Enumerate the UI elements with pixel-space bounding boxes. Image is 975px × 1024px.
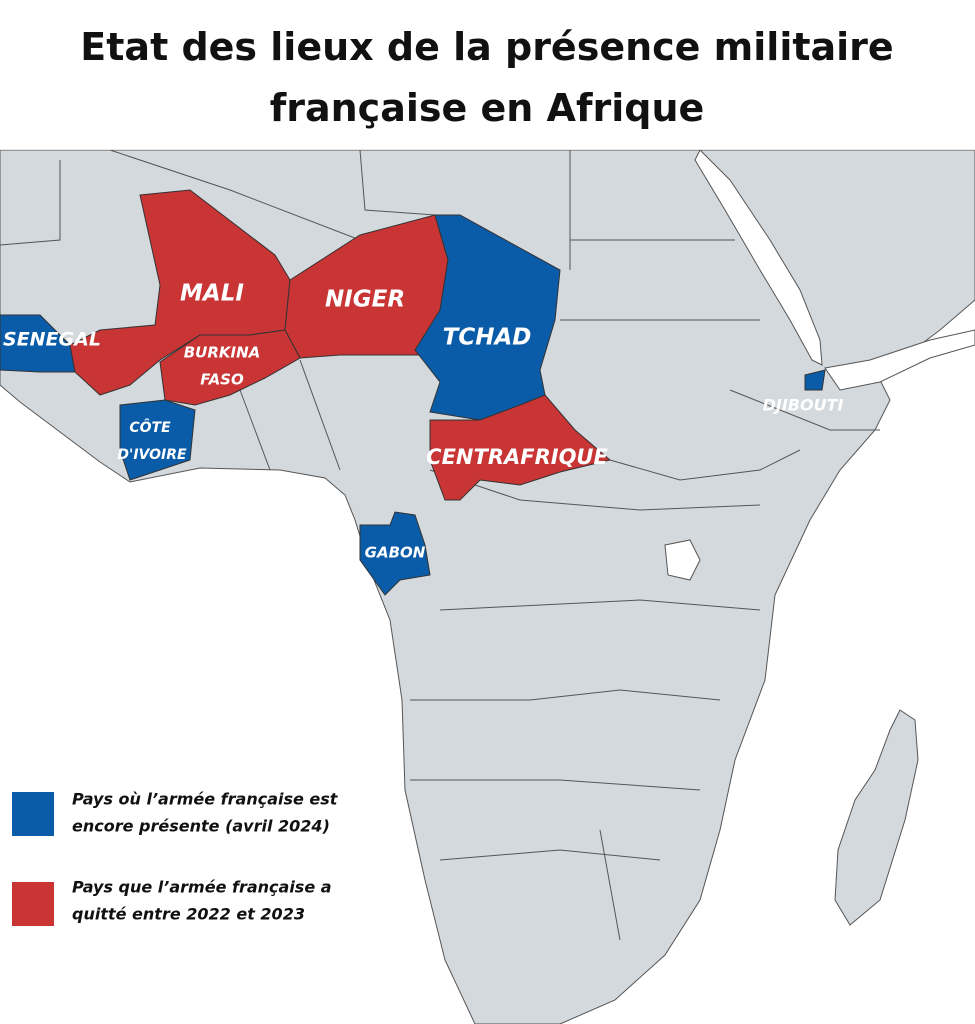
gulf-of-aden bbox=[824, 329, 975, 391]
country-label: FASO bbox=[200, 371, 244, 389]
title-line: française en Afrique bbox=[270, 86, 705, 130]
title-line: Etat des lieux de la présence militaire bbox=[80, 25, 893, 69]
country-label: GABON bbox=[365, 544, 426, 562]
title-banner bbox=[0, 0, 975, 150]
legend-text: quitté entre 2022 et 2023 bbox=[72, 905, 305, 924]
legend-text: encore présente (avril 2024) bbox=[72, 817, 330, 836]
red-sea bbox=[694, 149, 823, 366]
country-label: DJIBOUTI bbox=[763, 396, 844, 415]
madagascar bbox=[834, 709, 919, 926]
legend-swatch bbox=[12, 882, 54, 926]
borders bbox=[0, 149, 880, 941]
country-label: CÔTE bbox=[129, 418, 171, 436]
country-label: NIGER bbox=[325, 287, 405, 313]
country-label: MALI bbox=[180, 281, 244, 307]
country-shape bbox=[69, 189, 291, 396]
country-label: CENTRAFRIQUE bbox=[426, 445, 608, 469]
legend-text: Pays où l’armée française est bbox=[72, 790, 339, 809]
country-shape bbox=[804, 369, 826, 391]
country-label: BURKINA bbox=[184, 344, 261, 362]
country-label: D'IVOIRE bbox=[117, 447, 187, 463]
country-label: SENEGAL bbox=[3, 329, 101, 351]
country-shape bbox=[159, 329, 301, 406]
legend-text: Pays que l’armée française a bbox=[72, 878, 332, 897]
lake bbox=[664, 539, 701, 581]
country-shape bbox=[429, 394, 612, 501]
country-shape bbox=[119, 399, 196, 481]
country-shape bbox=[359, 511, 431, 596]
legend-swatch bbox=[12, 792, 54, 836]
country-label: TCHAD bbox=[443, 325, 532, 351]
